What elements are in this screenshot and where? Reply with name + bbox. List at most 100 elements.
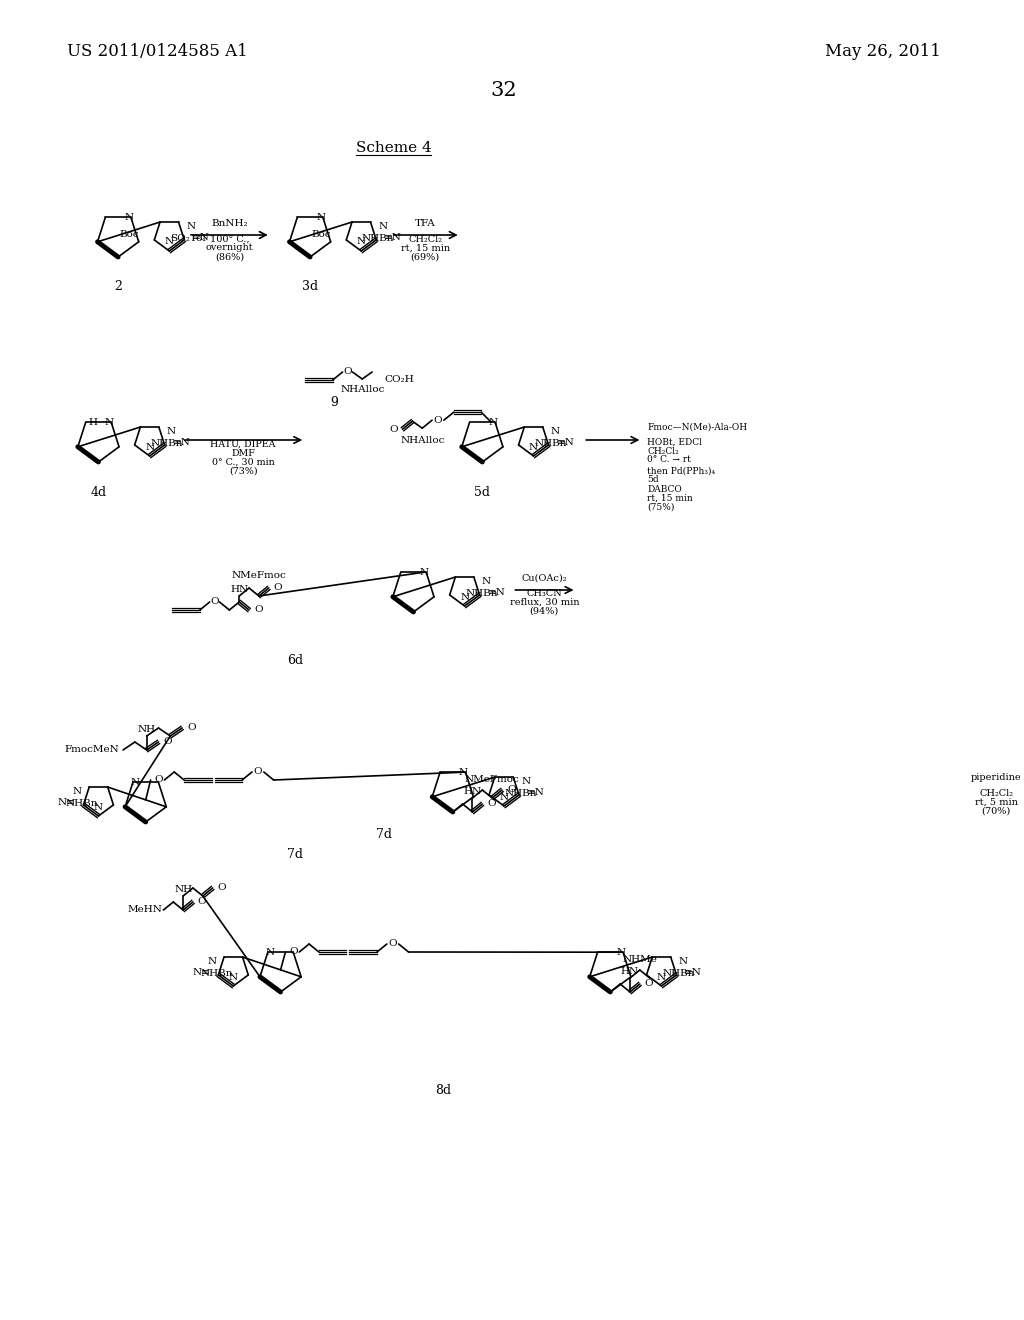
Text: NHAlloc: NHAlloc [400, 436, 444, 445]
Text: MeHN: MeHN [128, 906, 163, 915]
Text: N: N [316, 213, 326, 222]
Text: O: O [254, 606, 262, 615]
Text: BnNH₂: BnNH₂ [211, 219, 248, 228]
Text: FmocMeN: FmocMeN [63, 746, 119, 755]
Text: HN: HN [464, 788, 481, 796]
Text: HN: HN [230, 586, 248, 594]
Text: N: N [207, 957, 216, 965]
Text: NHBn: NHBn [201, 969, 232, 978]
Text: N: N [104, 417, 114, 426]
Text: ≡N: ≡N [487, 589, 506, 598]
Text: NHBn: NHBn [663, 969, 694, 978]
Text: N: N [500, 792, 509, 801]
Text: then Pd(PPh₃)₄: then Pd(PPh₃)₄ [647, 466, 716, 475]
Text: CH₂Cl₂: CH₂Cl₂ [409, 235, 442, 243]
Text: Boc: Boc [119, 230, 138, 239]
Text: N: N [130, 777, 139, 787]
Text: O: O [289, 948, 298, 957]
Text: (94%): (94%) [529, 606, 559, 615]
Text: (69%): (69%) [411, 252, 439, 261]
Text: HOBt, EDCl: HOBt, EDCl [647, 437, 702, 446]
Text: NHBn: NHBn [535, 438, 566, 447]
Text: N≡: N≡ [57, 799, 76, 808]
Text: N: N [420, 568, 429, 577]
Text: ≡N: ≡N [684, 969, 702, 977]
Text: NH: NH [137, 726, 156, 734]
Text: NMeFmoc: NMeFmoc [465, 775, 519, 784]
Text: ≡N: ≡N [172, 438, 190, 447]
Text: O: O [343, 367, 352, 376]
Text: DABCO: DABCO [647, 484, 682, 494]
Text: May 26, 2011: May 26, 2011 [825, 44, 941, 61]
Text: 7d: 7d [288, 849, 303, 862]
Text: SO₂Tol: SO₂Tol [170, 234, 206, 243]
Text: rt, 15 min: rt, 15 min [400, 243, 450, 252]
Text: ≡N: ≡N [526, 788, 545, 797]
Text: NH: NH [174, 886, 193, 895]
Text: HN: HN [621, 968, 639, 977]
Text: N: N [551, 426, 560, 436]
Text: CH₃CN: CH₃CN [526, 589, 562, 598]
Text: O: O [187, 723, 196, 733]
Text: N: N [145, 442, 155, 451]
Text: 9: 9 [331, 396, 339, 408]
Text: (73%): (73%) [228, 466, 257, 475]
Text: CO₂H: CO₂H [384, 375, 414, 384]
Text: O: O [507, 785, 515, 795]
Text: N: N [72, 787, 81, 796]
Text: O: O [388, 940, 397, 949]
Text: N: N [679, 957, 688, 965]
Text: 5d: 5d [474, 486, 490, 499]
Text: 8d: 8d [435, 1084, 451, 1097]
Text: rt, 5 min: rt, 5 min [975, 797, 1018, 807]
Text: O: O [433, 416, 442, 425]
Text: rt, 15 min: rt, 15 min [647, 494, 693, 503]
Text: NHBn: NHBn [151, 438, 182, 447]
Text: (70%): (70%) [982, 807, 1011, 816]
Text: ≡N: ≡N [556, 438, 574, 447]
Text: N: N [379, 222, 387, 231]
Text: US 2011/0124585 A1: US 2011/0124585 A1 [67, 44, 248, 61]
Text: ≡N: ≡N [384, 234, 402, 243]
Text: ≡N: ≡N [193, 234, 210, 243]
Text: O: O [210, 598, 219, 606]
Text: 32: 32 [490, 81, 517, 99]
Text: O: O [273, 583, 283, 593]
Text: 3d: 3d [302, 281, 318, 293]
Text: N: N [460, 593, 469, 602]
Text: NHBn: NHBn [361, 234, 394, 243]
Text: 6d: 6d [288, 653, 303, 667]
Text: O: O [487, 800, 496, 808]
Text: TFA: TFA [415, 219, 435, 228]
Text: Boc: Boc [311, 230, 331, 239]
Text: NHBn: NHBn [505, 788, 537, 797]
Text: NHBn: NHBn [66, 799, 98, 808]
Text: CH₂Cl₂: CH₂Cl₂ [647, 446, 679, 455]
Text: Cu(OAc)₂: Cu(OAc)₂ [521, 573, 567, 582]
Text: N: N [265, 948, 274, 957]
Text: N: N [356, 238, 366, 247]
Text: N: N [167, 426, 176, 436]
Text: N: N [481, 577, 490, 586]
Text: 0° C., 30 min: 0° C., 30 min [212, 458, 274, 466]
Text: N: N [616, 948, 626, 957]
Text: DMF: DMF [231, 449, 255, 458]
Text: O: O [198, 898, 207, 907]
Text: Fmoc—N(Me)-Ala-OH: Fmoc—N(Me)-Ala-OH [647, 422, 748, 432]
Text: O: O [645, 979, 653, 989]
Text: H: H [88, 417, 97, 426]
Text: overnight: overnight [206, 243, 253, 252]
Text: N: N [228, 973, 238, 982]
Text: N≡: N≡ [193, 969, 211, 977]
Text: N: N [657, 973, 666, 982]
Text: 5d: 5d [647, 475, 658, 484]
Text: NHAlloc: NHAlloc [340, 385, 384, 395]
Text: CH₂Cl₂: CH₂Cl₂ [979, 788, 1013, 797]
Text: N: N [124, 213, 133, 222]
Text: 4d: 4d [90, 486, 106, 499]
Text: 100° C.,: 100° C., [210, 235, 249, 243]
Text: O: O [164, 738, 172, 747]
Text: NMeFmoc: NMeFmoc [231, 570, 287, 579]
Text: O: O [155, 776, 163, 784]
Text: O: O [254, 767, 262, 776]
